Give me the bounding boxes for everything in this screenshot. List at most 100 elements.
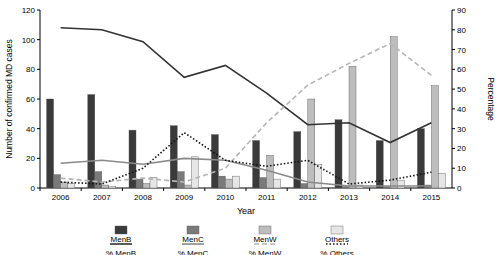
bar xyxy=(225,179,232,188)
bar xyxy=(170,126,177,188)
marks xyxy=(47,28,446,188)
legend-label: MenB xyxy=(111,235,132,244)
bar xyxy=(211,135,218,188)
line xyxy=(61,28,432,143)
legend-label: % MenB xyxy=(106,249,136,255)
x-tick-label: 2009 xyxy=(175,193,193,202)
bar xyxy=(397,181,404,188)
x-tick-label: 2006 xyxy=(52,193,70,202)
y-tick-label: 20 xyxy=(26,154,35,163)
y2-tick xyxy=(452,69,455,70)
x-tick-label: 2010 xyxy=(217,193,235,202)
bar xyxy=(232,176,239,188)
bar xyxy=(177,172,184,188)
y-tick-label: 80 xyxy=(26,65,35,74)
bar xyxy=(102,185,109,188)
bar xyxy=(88,95,95,188)
x-tick xyxy=(40,188,41,191)
legend-label: Others xyxy=(325,235,349,244)
bar xyxy=(349,66,356,188)
x-tick-label: 2014 xyxy=(381,193,399,202)
y-tick xyxy=(37,39,40,40)
y2-tick xyxy=(452,29,455,30)
bar xyxy=(390,37,397,188)
y2-tick xyxy=(452,148,455,149)
bar xyxy=(431,86,438,188)
legend-label: % MenW xyxy=(249,249,282,255)
bar xyxy=(260,178,267,188)
y-axis-label: Number of confirmed MD cases xyxy=(4,39,14,159)
x-tick xyxy=(410,188,411,191)
legend-swatch xyxy=(254,243,276,245)
x-tick-label: 2011 xyxy=(258,193,276,202)
y2-tick xyxy=(452,168,455,169)
bar xyxy=(95,172,102,188)
legend-swatch xyxy=(331,226,343,234)
legend-swatch xyxy=(187,226,199,234)
y-tick xyxy=(37,69,40,70)
y2-tick xyxy=(452,49,455,50)
x-tick-label: 2015 xyxy=(423,193,441,202)
bar xyxy=(136,179,143,188)
y-tick-label: 100 xyxy=(22,36,36,45)
bar xyxy=(54,175,61,188)
bar xyxy=(218,176,225,188)
y2-axis xyxy=(452,10,453,188)
x-axis-label: Year xyxy=(237,206,255,216)
y2-tick-label: 30 xyxy=(457,125,466,134)
line xyxy=(61,44,432,182)
y-tick-label: 120 xyxy=(22,6,36,15)
bar xyxy=(417,129,424,188)
x-tick xyxy=(287,188,288,191)
x-tick xyxy=(81,188,82,191)
x-tick xyxy=(122,188,123,191)
x-tick xyxy=(328,188,329,191)
y2-tick xyxy=(452,89,455,90)
y2-tick-label: 70 xyxy=(457,46,466,55)
bar xyxy=(308,99,315,188)
y2-tick-label: 10 xyxy=(457,164,466,173)
y2-tick-label: 40 xyxy=(457,105,466,114)
legend-swatch xyxy=(110,243,132,245)
x-tick xyxy=(246,188,247,191)
legend-swatch xyxy=(115,226,127,234)
legend-label: % Others xyxy=(320,249,353,255)
chart: 0 20 40 60 80 100 120 0 10 20 30 40 50 60 70 80 90 2006 20… xyxy=(0,0,500,255)
bar xyxy=(143,184,150,188)
x-tick xyxy=(369,188,370,191)
y2-tick-label: 60 xyxy=(457,65,466,74)
y2-tick xyxy=(452,108,455,109)
bar xyxy=(184,185,191,188)
y2-axis-label: Percentage xyxy=(486,77,496,121)
y-tick xyxy=(37,158,40,159)
y-tick-label: 40 xyxy=(26,125,35,134)
line xyxy=(61,133,432,184)
x-tick xyxy=(163,188,164,191)
y-tick xyxy=(37,99,40,100)
legend-swatch xyxy=(326,243,348,245)
y2-tick-label: 20 xyxy=(457,144,466,153)
legend-swatch xyxy=(182,243,204,245)
bar xyxy=(301,184,308,188)
y2-tick-label: 0 xyxy=(457,184,462,193)
x-tick xyxy=(204,188,205,191)
x-tick-label: 2013 xyxy=(340,193,358,202)
bar xyxy=(274,179,281,188)
y2-tick-label: 50 xyxy=(457,85,466,94)
y-tick-label: 60 xyxy=(26,95,35,104)
bar xyxy=(191,157,198,188)
x-tick-label: 2008 xyxy=(134,193,152,202)
x-tick-label: 2007 xyxy=(93,193,111,202)
y2-tick xyxy=(452,128,455,129)
bar xyxy=(342,187,349,188)
legend-label: MenW xyxy=(253,235,277,244)
y-tick xyxy=(37,128,40,129)
x-tick-label: 2012 xyxy=(299,193,317,202)
bar xyxy=(68,184,75,188)
bar xyxy=(109,187,116,188)
y2-tick-label: 80 xyxy=(457,26,466,35)
bar xyxy=(47,99,54,188)
y2-tick-label: 90 xyxy=(457,6,466,15)
legend-label: % MenC xyxy=(178,249,209,255)
y-tick-label: 0 xyxy=(31,184,36,193)
